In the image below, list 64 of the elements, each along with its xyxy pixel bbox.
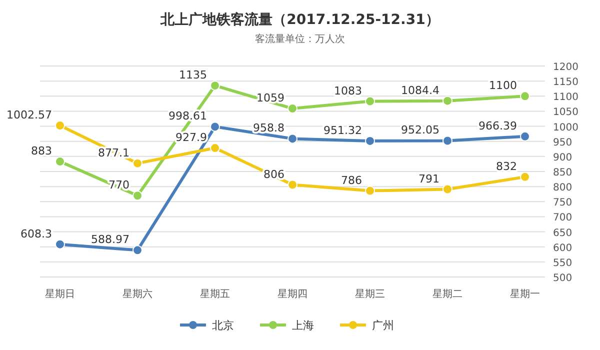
data-label: 1084.4: [401, 84, 440, 97]
point: [365, 186, 375, 196]
point: [365, 136, 375, 146]
y-tick-label: 1000: [553, 122, 578, 134]
point: [210, 122, 220, 132]
data-label: 966.39: [478, 119, 517, 132]
chart-title: 北上广地铁客流量（2017.12.25-12.31）: [160, 11, 440, 28]
x-tick-label: 星期日: [45, 288, 75, 300]
x-tick-label: 星期三: [355, 288, 385, 300]
data-label: 1059: [256, 92, 284, 104]
y-tick-label: 1100: [553, 92, 578, 104]
data-label: 1083: [334, 84, 362, 98]
point: [288, 104, 298, 114]
y-tick-label: 900: [553, 152, 572, 164]
point: [442, 136, 452, 146]
point: [132, 190, 142, 201]
data-label: 786: [341, 174, 362, 187]
data-label: 958.8: [253, 122, 284, 135]
y-tick-label: 700: [553, 212, 572, 224]
y-tick-label: 650: [553, 228, 572, 239]
point: [55, 156, 65, 167]
y-tick-label: 750: [553, 198, 572, 209]
y-tick-label: 550: [553, 258, 572, 269]
point: [210, 80, 220, 91]
y-tick-label: 1200: [553, 62, 578, 73]
point: [132, 158, 142, 168]
point: [288, 134, 298, 144]
y-tick-label: 500: [553, 273, 572, 284]
x-tick-label: 星期五: [200, 288, 230, 300]
data-label: 1002.57: [6, 108, 52, 122]
legend-label: 广州: [372, 319, 394, 332]
legend-label: 北京: [212, 319, 234, 332]
data-label: 1135: [179, 68, 207, 82]
point: [520, 131, 530, 142]
point: [442, 184, 452, 194]
point: [365, 96, 375, 106]
y-tick-label: 1050: [553, 107, 578, 118]
point: [210, 143, 220, 154]
y-tick-label: 950: [553, 137, 572, 148]
x-tick-label: 星期六: [122, 288, 152, 300]
data-label: 883: [31, 144, 52, 158]
data-label: 832: [496, 160, 517, 173]
data-label: 791: [418, 172, 440, 186]
chart-subtitle: 客流量单位：万人次: [255, 33, 345, 45]
point: [288, 180, 298, 190]
x-tick-label: 星期一: [510, 288, 540, 300]
y-tick-label: 850: [553, 168, 572, 178]
point: [132, 245, 142, 256]
x-tick-label: 星期二: [432, 288, 462, 300]
point: [55, 239, 65, 250]
point: [520, 91, 530, 102]
data-label: 1100: [489, 79, 517, 92]
point: [520, 172, 530, 182]
data-label: 588.97: [91, 233, 130, 246]
point: [55, 120, 65, 131]
x-tick-label: 星期四: [278, 288, 308, 300]
data-label: 608.3: [20, 227, 52, 240]
legend-label: 上海: [292, 319, 314, 332]
y-tick-label: 800: [553, 182, 572, 194]
y-tick-label: 600: [553, 242, 572, 254]
data-label: 952.05: [401, 124, 440, 137]
y-tick-label: 1150: [553, 77, 578, 88]
data-label: 951.32: [324, 124, 362, 137]
point: [442, 96, 452, 106]
